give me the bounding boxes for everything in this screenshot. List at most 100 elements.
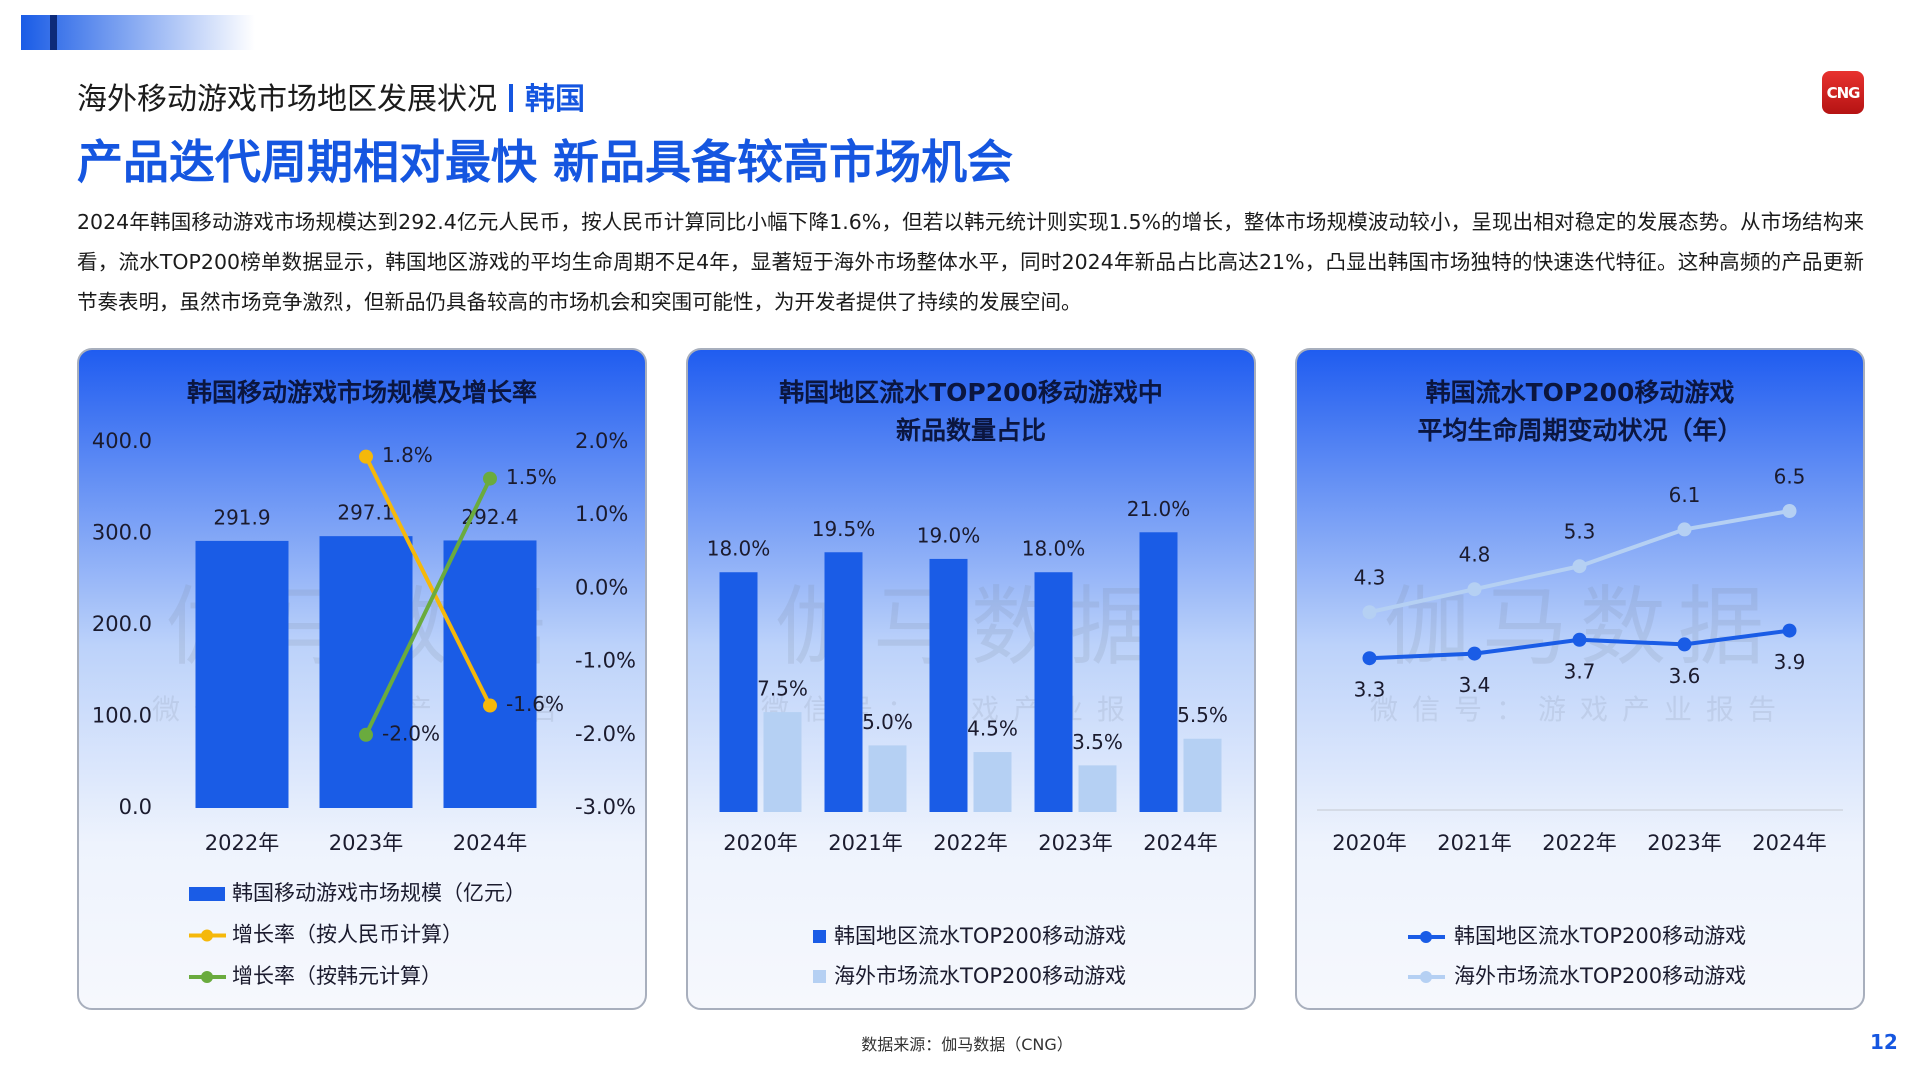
x-tick-label: 2023年 — [1038, 831, 1112, 855]
y-tick-label: 300.0 — [92, 521, 152, 545]
separator — [509, 84, 513, 112]
main-title: 产品迭代周期相对最快 新品具备较高市场机会 — [77, 135, 1014, 189]
value-label: 5.0% — [862, 710, 913, 734]
point — [359, 727, 373, 742]
point — [1572, 559, 1587, 574]
region: 韩国 — [525, 82, 585, 117]
legend-marker — [813, 930, 826, 943]
chart-title: 韩国移动游戏市场规模及增长率 — [187, 378, 537, 407]
value-label: 21.0% — [1127, 497, 1191, 521]
x-tick-label: 2021年 — [828, 831, 902, 855]
page-number: 12 — [1870, 1030, 1898, 1054]
value-label: 3.7 — [1564, 659, 1596, 683]
chart-title: 平均生命周期变动状况（年） — [1417, 416, 1742, 445]
value-label: 1.8% — [382, 443, 433, 467]
legend-label: 增长率（按韩元计算） — [232, 964, 442, 988]
bar — [1183, 738, 1222, 812]
bar — [443, 540, 537, 808]
line — [364, 455, 492, 707]
y2-tick-label: 0.0% — [575, 575, 628, 599]
line — [364, 477, 492, 736]
value-label: 4.5% — [967, 717, 1018, 741]
point — [1572, 632, 1587, 647]
bar — [1078, 765, 1117, 812]
y-tick-label: 100.0 — [92, 704, 152, 728]
x-tick-label: 2023年 — [1647, 831, 1721, 855]
point — [1782, 504, 1797, 518]
bar — [763, 712, 802, 812]
point — [1467, 646, 1482, 661]
value-label: -1.6% — [506, 692, 564, 716]
legend-label: 海外市场流水TOP200移动游戏 — [1454, 964, 1746, 988]
legend-marker — [813, 970, 826, 983]
value-label: 7.5% — [757, 677, 808, 701]
y2-tick-label: -1.0% — [575, 649, 636, 673]
legend-marker — [1420, 971, 1432, 983]
point — [1362, 651, 1377, 666]
x-tick-label: 2023年 — [329, 831, 403, 855]
subtitle: 海外移动游戏市场地区发展状况 — [77, 82, 497, 117]
legend-label: 韩国地区流水TOP200移动游戏 — [1454, 924, 1746, 948]
legend-marker — [1420, 931, 1432, 943]
x-tick-label: 2022年 — [933, 831, 1007, 855]
panel-bg — [1295, 348, 1865, 1010]
watermark-sub: 微信号：游戏产业报告 — [1370, 693, 1790, 726]
point — [1677, 637, 1692, 652]
panel-bg — [686, 348, 1256, 1010]
body-text: 2024年韩国移动游戏市场规模达到292.4亿元人民币，按人民币计算同比小幅下降… — [77, 210, 1864, 314]
value-label: -2.0% — [382, 721, 440, 745]
value-label: 6.1 — [1669, 483, 1701, 507]
point — [1467, 582, 1482, 597]
chart-title: 新品数量占比 — [896, 416, 1046, 445]
header-bar-accent — [50, 15, 57, 50]
legend-label: 韩国移动游戏市场规模（亿元） — [232, 881, 526, 905]
chart-panel: 伽马数据微信号：游戏产业报告韩国移动游戏市场规模及增长率0.0100.0200.… — [77, 348, 647, 1010]
legend-label: 韩国地区流水TOP200移动游戏 — [834, 924, 1126, 948]
x-tick-label: 2024年 — [1143, 831, 1217, 855]
source: 数据来源：伽马数据（CNG） — [861, 1035, 1073, 1054]
y2-tick-label: -2.0% — [575, 722, 636, 746]
x-tick-label: 2022年 — [205, 831, 279, 855]
chart-title: 韩国流水TOP200移动游戏 — [1426, 378, 1735, 407]
legend-marker — [189, 887, 225, 901]
point — [1677, 522, 1692, 537]
legend-label: 海外市场流水TOP200移动游戏 — [834, 964, 1126, 988]
value-label: 3.3 — [1354, 678, 1386, 702]
point — [1782, 623, 1797, 638]
bar — [929, 558, 968, 812]
x-tick-label: 2021年 — [1437, 831, 1511, 855]
chart-title: 韩国地区流水TOP200移动游戏中 — [779, 378, 1163, 407]
value-label: 1.5% — [506, 465, 557, 489]
value-label: 5.3 — [1564, 520, 1596, 544]
y2-tick-label: -3.0% — [575, 795, 636, 819]
bar — [1139, 532, 1178, 812]
legend-label: 增长率（按人民币计算） — [232, 923, 463, 947]
value-label: 3.9 — [1774, 650, 1806, 674]
value-label: 19.5% — [812, 517, 876, 541]
chart-panel: 伽马数据微信号：游戏产业报告韩国流水TOP200移动游戏平均生命周期变动状况（年… — [1295, 348, 1865, 1010]
value-label: 18.0% — [1022, 537, 1086, 561]
value-label: 4.8 — [1459, 543, 1491, 567]
value-label: 3.5% — [1072, 730, 1123, 754]
header-bar — [21, 15, 255, 50]
value-label: 18.0% — [707, 537, 771, 561]
point — [1362, 605, 1377, 620]
y2-tick-label: 1.0% — [575, 502, 628, 526]
value-label: 6.5 — [1774, 465, 1806, 489]
x-tick-label: 2024年 — [453, 831, 527, 855]
legend-marker — [201, 929, 213, 942]
bar — [973, 752, 1012, 812]
x-tick-label: 2020年 — [723, 831, 797, 855]
bar — [719, 572, 758, 812]
point — [359, 449, 373, 464]
value-label: 5.5% — [1177, 703, 1228, 727]
bar — [824, 552, 863, 812]
point — [483, 471, 497, 486]
legend-marker — [201, 971, 213, 983]
subtitle-row: 海外移动游戏市场地区发展状况 韩国 — [77, 74, 585, 118]
bar — [195, 540, 289, 808]
x-tick-label: 2024年 — [1752, 831, 1826, 855]
chart-panel: 伽马数据微信号：游戏产业报告韩国地区流水TOP200移动游戏中新品数量占比202… — [686, 348, 1256, 1010]
y2-tick-label: 2.0% — [575, 429, 628, 453]
